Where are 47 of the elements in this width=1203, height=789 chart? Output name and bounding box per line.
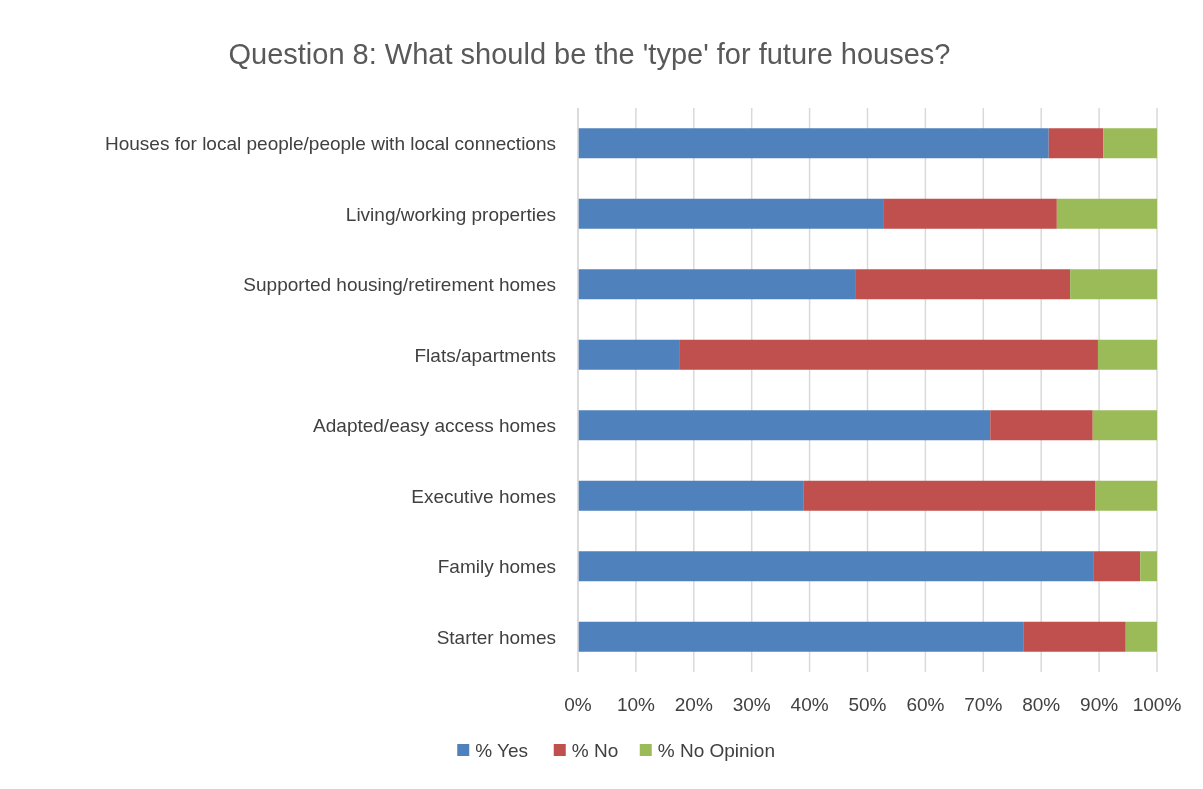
bar (1103, 128, 1157, 159)
chart-title: Question 8: What should be the 'type' for future houses? (228, 38, 951, 70)
y-tick-label: Executive homes (411, 485, 556, 507)
bar (1093, 551, 1141, 582)
bar (578, 551, 1094, 582)
bar (679, 339, 1098, 370)
legend-label: % No (571, 740, 619, 761)
x-tick-label: 100% (1132, 694, 1182, 715)
bar (1056, 198, 1157, 229)
y-tick-label: Supported housing/retirement homes (243, 274, 556, 296)
x-tick-label: 70% (964, 694, 1003, 715)
bar (1092, 410, 1157, 441)
bar (578, 480, 804, 511)
bar (1023, 621, 1126, 652)
legend-label: % No Opinion (657, 740, 775, 761)
bar (855, 269, 1071, 300)
bar (578, 198, 884, 229)
bar (578, 269, 856, 300)
y-tick-label: Flats/apartments (414, 344, 556, 366)
x-tick-label: 30% (732, 694, 771, 715)
bar (1095, 480, 1157, 511)
legend-label: % Yes (475, 740, 529, 761)
bar (1125, 621, 1157, 652)
bar (1048, 128, 1104, 159)
bar (990, 410, 1093, 441)
bar (578, 621, 1024, 652)
y-tick-label: Adapted/easy access homes (313, 415, 556, 437)
y-tick-label: Houses for local people/people with local connections (105, 133, 556, 155)
bar (578, 339, 680, 370)
bar (1140, 551, 1157, 582)
x-tick-label: 0% (564, 694, 592, 715)
y-tick-label: Family homes (437, 556, 556, 578)
x-tick-label: 50% (848, 694, 887, 715)
bar (1097, 339, 1157, 370)
bar (578, 410, 991, 441)
x-tick-label: 60% (906, 694, 945, 715)
x-tick-label: 40% (790, 694, 829, 715)
x-tick-label: 90% (1080, 694, 1119, 715)
bar (578, 128, 1049, 159)
x-tick-label: 10% (616, 694, 656, 715)
y-tick-label: Starter homes (436, 626, 556, 648)
bar (803, 480, 1096, 511)
x-tick-label: 80% (1022, 694, 1061, 715)
bar (883, 198, 1057, 229)
x-tick-label: 20% (674, 694, 713, 715)
bar (1070, 269, 1157, 300)
y-tick-label: Living/working properties (345, 203, 556, 225)
